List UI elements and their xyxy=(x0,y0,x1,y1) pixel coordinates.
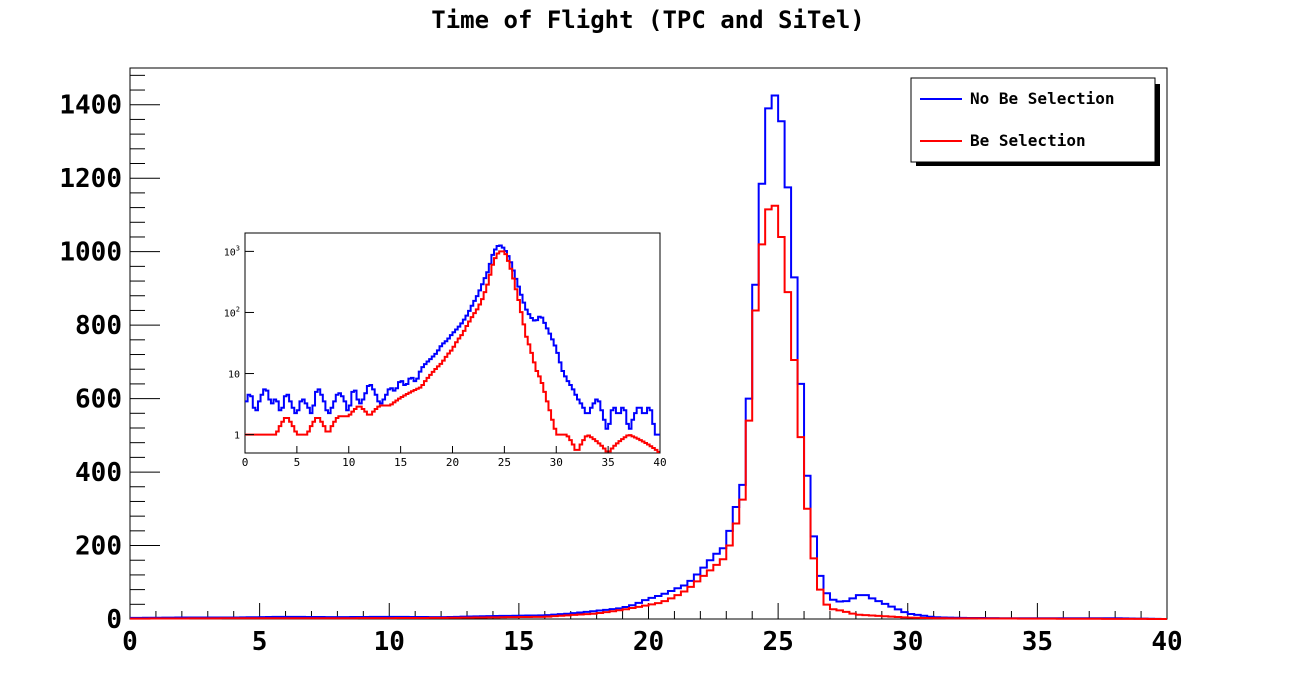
inset-y-tick-label-2: 102 xyxy=(224,305,240,319)
main-y-tick-label-1: 200 xyxy=(75,532,122,562)
inset-y-tick-label-3: 103 xyxy=(224,244,240,258)
main-series-group xyxy=(130,94,1167,620)
inset-x-tick-label-7: 35 xyxy=(602,456,615,469)
inset-plot-frame xyxy=(244,232,661,454)
inset-x-tick-label-6: 30 xyxy=(550,456,563,469)
main-x-tick-label-3: 15 xyxy=(503,627,534,657)
inset-y-tick-label-1: 10 xyxy=(228,370,240,381)
main-y-axis: 0 200 400 600 800 1000 1200 1400 xyxy=(59,74,160,635)
main-y-tick-label-7: 1400 xyxy=(59,91,122,121)
inset-x-tick-label-5: 25 xyxy=(498,456,511,469)
main-y-tick-label-0: 0 xyxy=(106,605,122,635)
inset-series-be-line xyxy=(245,250,660,453)
inset-x-tick-label-3: 15 xyxy=(394,456,407,469)
main-x-tick-label-5: 25 xyxy=(762,627,793,657)
main-x-tick-label-2: 10 xyxy=(374,627,405,657)
main-x-tick-label-0: 0 xyxy=(122,627,138,657)
main-y-tick-label-5: 1000 xyxy=(59,238,122,268)
main-y-tick-label-3: 600 xyxy=(75,385,122,415)
legend-box xyxy=(910,77,1156,163)
main-x-tick-label-7: 35 xyxy=(1022,627,1053,657)
inset-x-tick-label-4: 20 xyxy=(446,456,459,469)
inset-y-tick-label-0: 1 xyxy=(234,431,240,442)
main-x-tick-label-8: 40 xyxy=(1151,627,1182,657)
main-series-be-line xyxy=(130,204,1167,620)
inset-x-tick-label-0: 0 xyxy=(242,456,249,469)
inset-x-tick-label-2: 10 xyxy=(342,456,355,469)
inset-series-group xyxy=(245,244,660,453)
main-x-axis: 0 5 10 15 20 25 30 35 40 xyxy=(122,603,1183,657)
inset-x-tick-label-1: 5 xyxy=(294,456,301,469)
main-x-tick-label-4: 20 xyxy=(633,627,664,657)
main-y-tick-label-4: 800 xyxy=(75,311,122,341)
main-x-tick-label-6: 30 xyxy=(892,627,923,657)
chart-title: Time of Flight (TPC and SiTel) xyxy=(431,6,864,34)
legend-label-be: Be Selection xyxy=(970,131,1086,150)
legend: No Be Selection Be Selection xyxy=(910,77,1160,166)
main-y-tick-label-2: 400 xyxy=(75,458,122,488)
main-x-tick-label-1: 5 xyxy=(252,627,268,657)
inset-series-no-be-line xyxy=(245,244,660,436)
legend-label-no-be: No Be Selection xyxy=(970,89,1115,108)
inset-x-axis: 0 5 10 15 20 25 30 35 40 xyxy=(242,446,667,469)
main-y-tick-label-6: 1200 xyxy=(59,164,122,194)
inset-x-tick-label-8: 40 xyxy=(653,456,666,469)
